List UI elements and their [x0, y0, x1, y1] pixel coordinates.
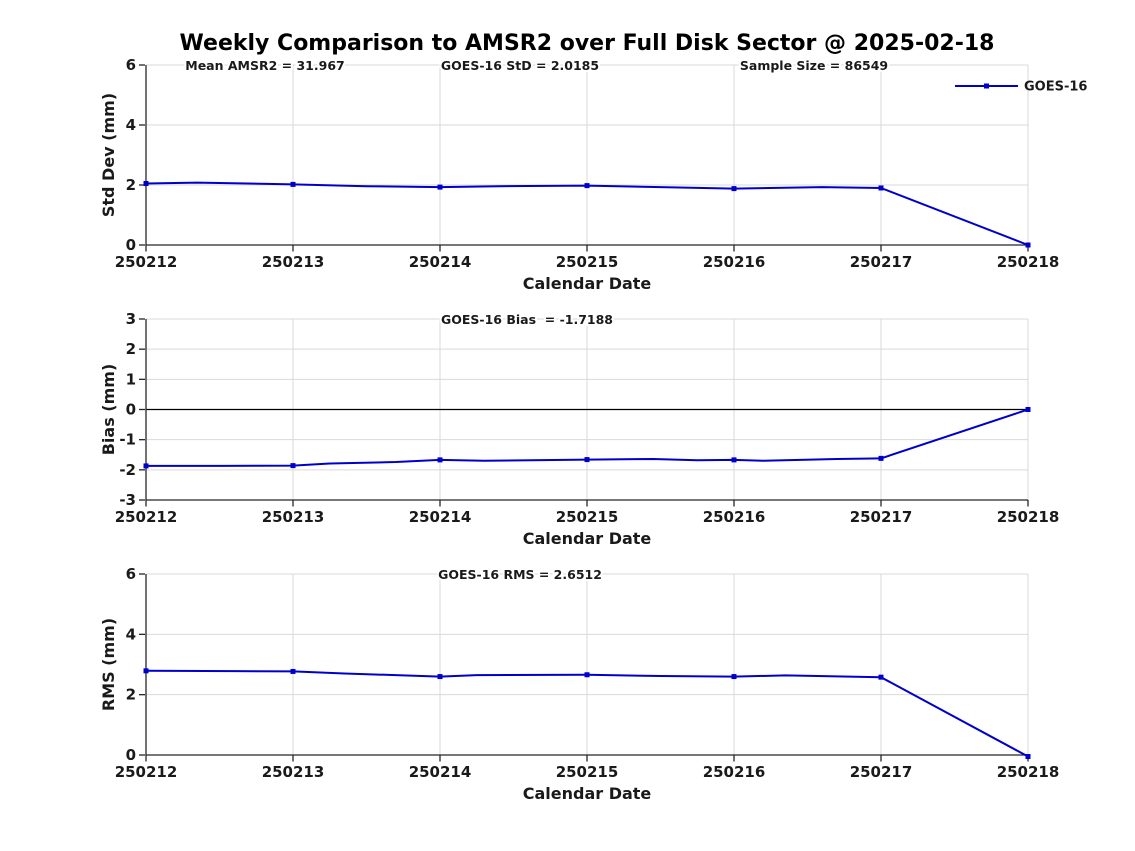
x-tick-label: 250218 [997, 763, 1060, 781]
x-tick-label: 250214 [409, 508, 472, 526]
x-tick-label: 250216 [703, 253, 766, 271]
data-point-marker [437, 457, 443, 463]
y-tick-label: 0 [126, 236, 136, 254]
data-point-marker [1025, 754, 1031, 760]
data-point-marker [143, 463, 149, 469]
y-axis-label: Std Dev (mm) [99, 93, 118, 217]
subplot-rms: 250212 250213 250214 250215 250216 250217 2502… [99, 565, 1059, 803]
annotation-text: GOES-16 StD = 2.0185 [441, 58, 599, 73]
annotation-text: GOES-16 Bias = -1.7188 [441, 312, 613, 327]
y-tick-label: 2 [126, 340, 136, 358]
data-point-marker [731, 674, 737, 680]
series-markers [143, 407, 1031, 469]
x-axis-label: Calendar Date [523, 274, 652, 293]
x-tick-label: 250214 [409, 253, 472, 271]
x-axis-label: Calendar Date [523, 529, 652, 548]
x-tick-label: 250217 [850, 763, 913, 781]
x-tick-label: 250215 [556, 508, 619, 526]
x-tick-label: 250213 [262, 253, 325, 271]
annotation-text: GOES-16 RMS = 2.6512 [438, 567, 602, 582]
y-axis-label: Bias (mm) [99, 364, 118, 456]
y-tick-label: 6 [126, 565, 136, 583]
y-tick-label: -2 [119, 461, 136, 479]
data-point-marker [878, 185, 884, 191]
y-tick-label: 0 [126, 401, 136, 419]
x-tick-label: 250217 [850, 253, 913, 271]
subplot-std-dev: 250212 250213 250214 250215 250216 250217 2502… [99, 56, 1087, 293]
data-point-marker [731, 457, 737, 463]
data-point-marker [1025, 242, 1031, 248]
x-tick-label: 250212 [115, 763, 178, 781]
x-tick-label: 250215 [556, 763, 619, 781]
annotation-text: Mean AMSR2 = 31.967 [185, 58, 344, 73]
legend-label: GOES-16 [1024, 80, 1087, 95]
x-tick-label: 250216 [703, 763, 766, 781]
data-point-marker [584, 183, 590, 189]
y-tick-label: 6 [126, 56, 136, 74]
data-point-marker [584, 457, 590, 463]
x-tick-label: 250212 [115, 253, 178, 271]
annotation-text: Sample Size = 86549 [740, 58, 888, 73]
legend: GOES-16 [955, 80, 1087, 95]
data-point-marker [437, 674, 443, 680]
series-line-goes-16 [145, 181, 1029, 246]
series-line-goes-16 [145, 669, 1029, 758]
y-axis-label: RMS (mm) [99, 618, 118, 711]
subplot-bias: 250212 250213 250214 250215 250216 250217 2502… [99, 310, 1059, 548]
x-tick-label: 250214 [409, 763, 472, 781]
y-tick-label: 4 [126, 625, 136, 643]
figure-title: Weekly Comparison to AMSR2 over Full Dis… [179, 31, 995, 56]
data-point-marker [731, 186, 737, 192]
x-tick-label: 250212 [115, 508, 178, 526]
legend-marker [984, 83, 989, 89]
y-tick-label: 2 [126, 686, 136, 704]
y-tick-label: 3 [126, 310, 136, 328]
series-markers [143, 181, 1031, 248]
y-tick-label: -1 [119, 431, 136, 449]
data-point-marker [878, 674, 884, 680]
x-tick-label: 250213 [262, 508, 325, 526]
x-tick-label: 250215 [556, 253, 619, 271]
y-tick-label: 1 [126, 370, 136, 388]
x-axis-label: Calendar Date [523, 784, 652, 803]
y-tick-label: 2 [126, 176, 136, 194]
data-point-marker [143, 181, 149, 186]
x-tick-label: 250216 [703, 508, 766, 526]
x-tick-label: 250217 [850, 508, 913, 526]
data-point-marker [290, 463, 296, 469]
data-point-marker [584, 672, 590, 678]
series-markers [143, 668, 1031, 760]
y-tick-label: 4 [126, 116, 136, 134]
x-tick-label: 250213 [262, 763, 325, 781]
data-point-marker [290, 181, 296, 187]
x-tick-label: 250218 [997, 508, 1060, 526]
data-point-marker [143, 668, 149, 674]
data-point-marker [290, 668, 296, 674]
data-point-marker [878, 455, 884, 461]
data-point-marker [1025, 407, 1031, 412]
data-point-marker [437, 184, 443, 190]
y-tick-label: 0 [126, 746, 136, 764]
x-tick-label: 250218 [997, 253, 1060, 271]
y-tick-label: -3 [119, 491, 136, 509]
